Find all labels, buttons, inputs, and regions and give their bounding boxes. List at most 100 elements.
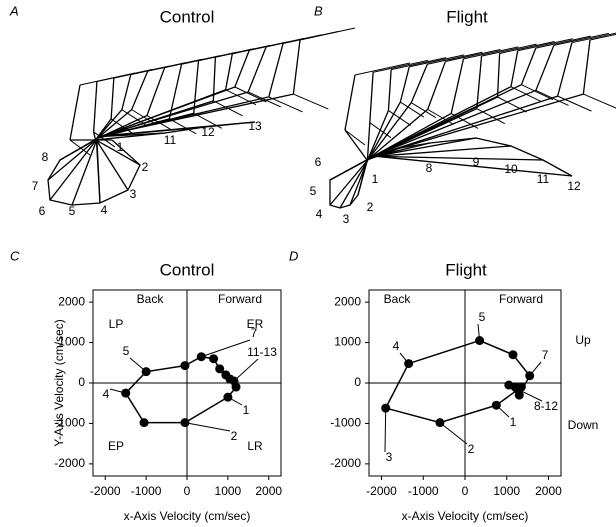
- annotation-leader: [227, 396, 243, 406]
- data-point: [504, 380, 514, 390]
- region-label: Down: [568, 418, 599, 432]
- annotation: 3: [386, 450, 393, 464]
- annotation: 11-13: [247, 345, 277, 359]
- stick-label: 13: [248, 119, 262, 133]
- stick: [96, 109, 133, 140]
- annotation: 1: [510, 415, 517, 429]
- data-point: [139, 418, 149, 428]
- stick: [99, 86, 236, 138]
- region-label: EP: [108, 439, 124, 453]
- stick: [450, 58, 465, 114]
- stick: [589, 33, 616, 41]
- stick: [372, 145, 512, 158]
- stick: [59, 136, 100, 161]
- annotation: 1: [243, 403, 250, 417]
- stick: [339, 158, 369, 209]
- data-point: [209, 354, 219, 364]
- stick: [372, 59, 429, 73]
- stick: [329, 158, 370, 206]
- annotation: 7: [251, 326, 258, 340]
- stick: [582, 39, 591, 95]
- annotation-leader: [508, 384, 543, 402]
- stick: [268, 43, 284, 98]
- region-label: Up: [575, 333, 591, 347]
- annotation-leader: [439, 422, 468, 445]
- stick: [146, 67, 166, 116]
- stick: [409, 54, 465, 68]
- y-tick-label: 2000: [334, 294, 361, 308]
- y-axis-label: Y-Axis Velocity (cm/sec): [52, 319, 66, 447]
- annotation: 2: [468, 442, 475, 456]
- stick: [95, 109, 123, 140]
- stick: [476, 108, 506, 125]
- stick-label: 2: [367, 200, 374, 214]
- annotation: 8-12: [534, 399, 558, 413]
- region-label: Back: [137, 292, 165, 306]
- stick: [367, 110, 390, 160]
- data-point: [508, 350, 518, 360]
- stick: [293, 93, 329, 110]
- stick: [535, 45, 555, 91]
- stick-label: 3: [130, 187, 137, 201]
- stick: [95, 139, 141, 166]
- annotation: 7: [542, 348, 549, 362]
- chart-title: Flight: [445, 260, 487, 279]
- stick-arc: [47, 121, 256, 206]
- stick: [368, 108, 429, 159]
- stick: [367, 101, 401, 160]
- stick: [476, 56, 483, 109]
- stick: [510, 50, 519, 87]
- stick: [399, 66, 410, 103]
- stick: [344, 129, 366, 146]
- stick-label: 4: [316, 207, 323, 221]
- x-tick-label: -1000: [408, 484, 439, 498]
- stick-label: 5: [310, 184, 317, 198]
- annotation-leader: [129, 357, 147, 373]
- annotation-leader: [477, 323, 481, 341]
- stick: [93, 131, 97, 140]
- y-tick-label: -2000: [54, 456, 85, 470]
- stick: [93, 81, 98, 132]
- stick: [497, 96, 527, 113]
- x-tick-label: 0: [462, 484, 469, 498]
- annotation: 4: [393, 339, 400, 353]
- annotation-leader: [184, 422, 231, 432]
- stick: [354, 62, 411, 76]
- stick: [372, 93, 584, 157]
- data-point: [231, 382, 241, 392]
- annotation-leader: [233, 358, 259, 382]
- stick-label: 2: [142, 160, 149, 174]
- stick: [366, 157, 371, 161]
- panel-letter: D: [289, 248, 298, 263]
- y-tick-label: 1000: [334, 335, 361, 349]
- stick: [391, 57, 447, 71]
- stick: [372, 155, 573, 177]
- annotation-leader: [384, 408, 387, 453]
- stick: [344, 74, 356, 131]
- stick: [71, 138, 98, 206]
- stick: [496, 53, 501, 98]
- stick: [349, 159, 369, 206]
- stick: [557, 42, 573, 97]
- annotation: 2: [231, 429, 238, 443]
- region-label: Forward: [499, 292, 543, 306]
- stick-label: 4: [101, 203, 108, 217]
- stick: [329, 157, 370, 181]
- stick-label: 6: [39, 204, 46, 218]
- chart-title: Control: [160, 260, 215, 279]
- annotation-leader: [109, 388, 126, 394]
- stick: [47, 137, 99, 181]
- data-point: [516, 382, 526, 392]
- stick: [520, 47, 537, 85]
- region-label: Forward: [218, 292, 262, 306]
- x-tick-label: -2000: [90, 484, 121, 498]
- stick: [344, 129, 368, 161]
- x-tick-label: 1000: [493, 484, 520, 498]
- stick: [234, 86, 267, 103]
- region-label: Back: [384, 292, 412, 306]
- stick: [400, 101, 425, 118]
- x-axis-label: x-Axis Velocity (cm/sec): [402, 509, 529, 523]
- stick: [224, 53, 233, 90]
- stick: [410, 63, 428, 103]
- stick: [96, 138, 101, 204]
